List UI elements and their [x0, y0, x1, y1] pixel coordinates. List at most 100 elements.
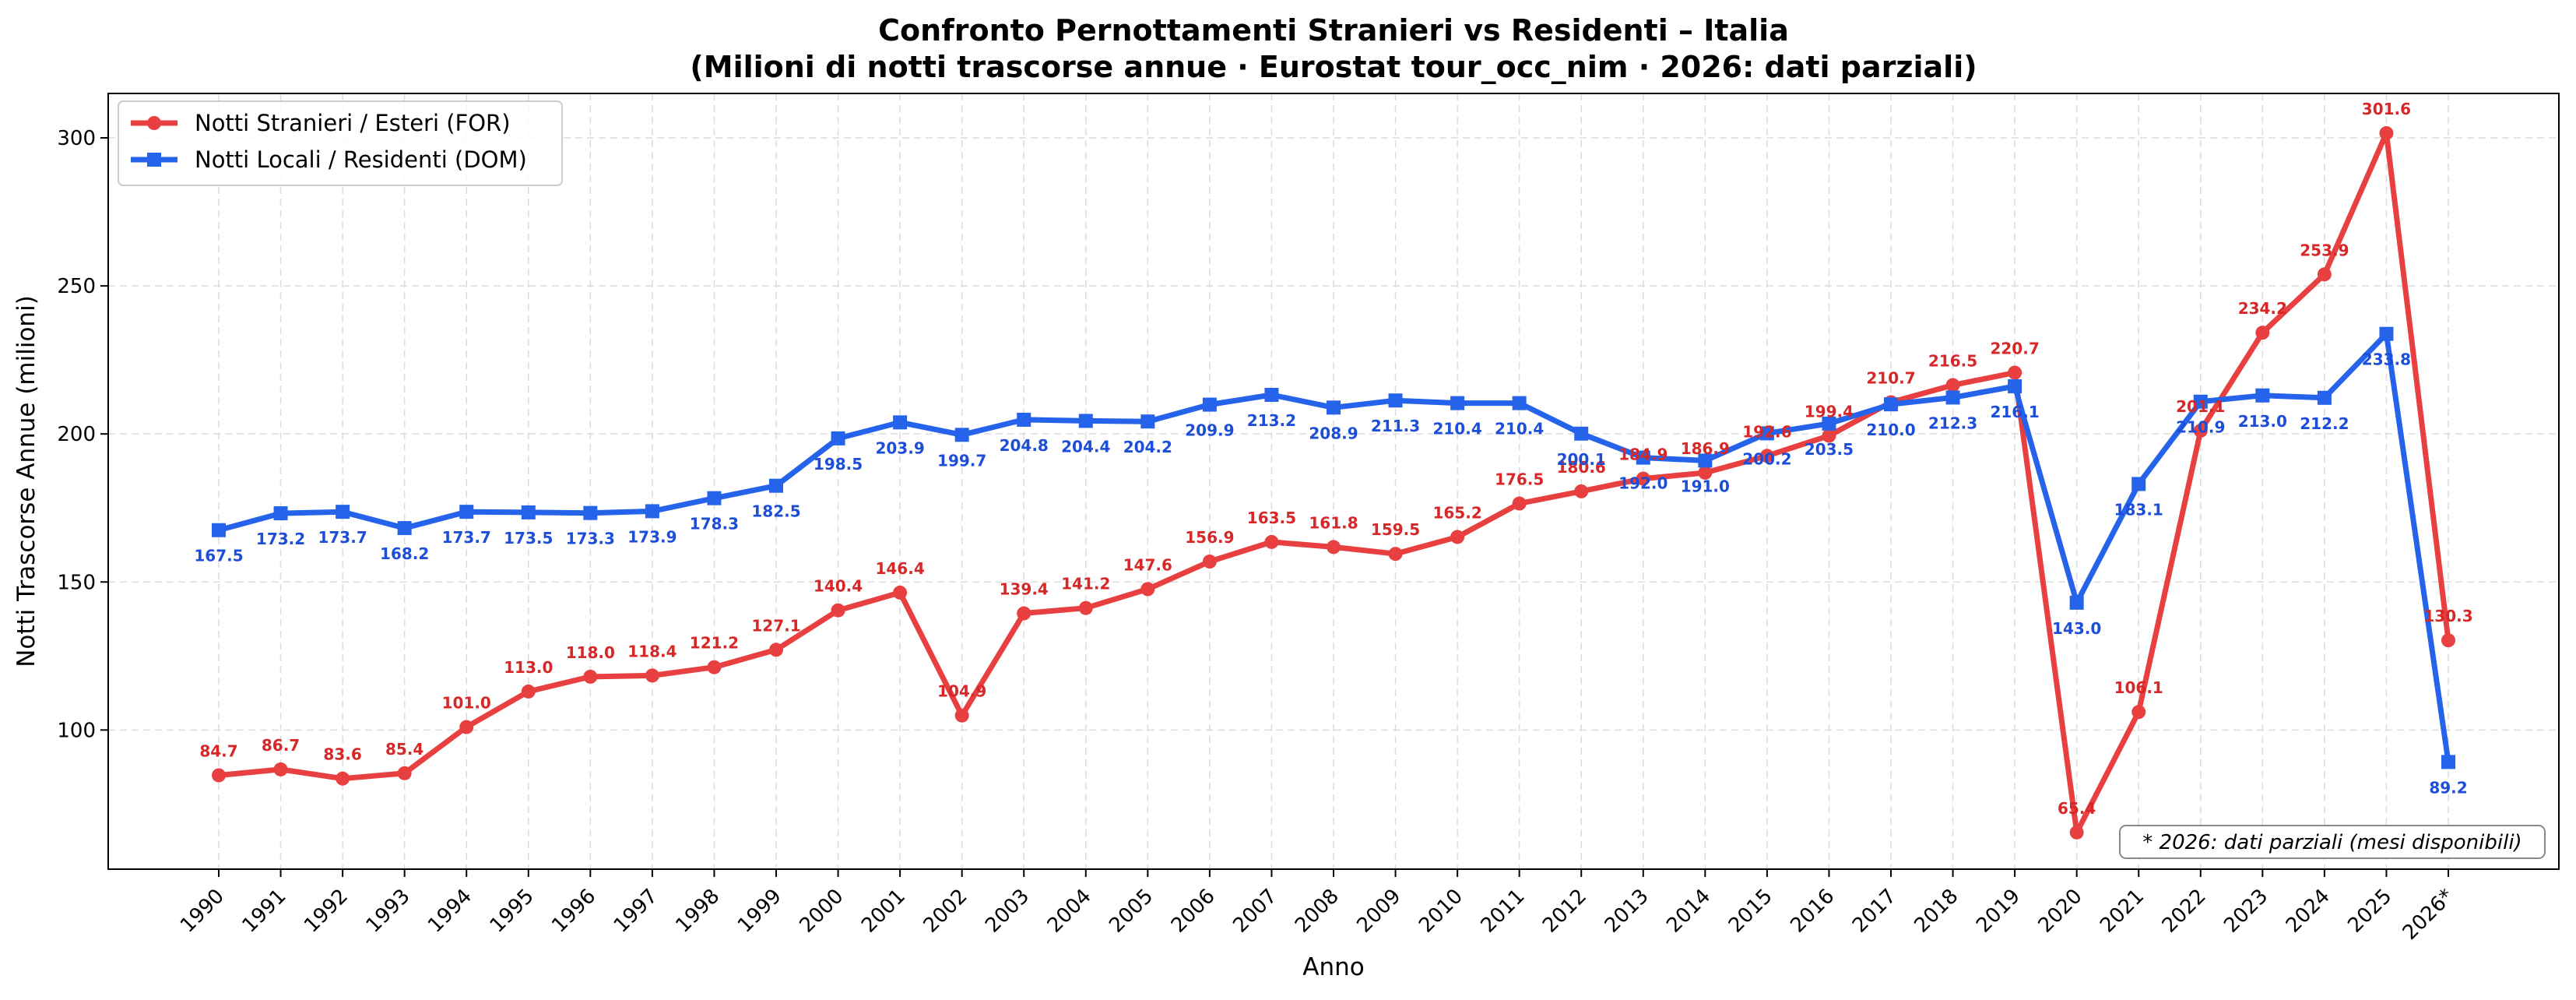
x-tick-label: 2003 [981, 885, 1034, 938]
y-tick-label: 250 [57, 275, 96, 298]
data-label-dom: 210.9 [2176, 418, 2225, 437]
data-point-for [1264, 534, 1279, 549]
legend-marker-dom [147, 153, 161, 167]
data-label-dom: 211.3 [1371, 417, 1420, 435]
data-label-dom: 216.1 [1990, 403, 2039, 421]
data-label-for: 156.9 [1185, 528, 1234, 547]
x-tick-label: 2006 [1167, 885, 1220, 938]
partial-data-note: * 2026: dati parziali (mesi disponibili) [2119, 825, 2546, 859]
data-label-for: 147.6 [1123, 555, 1172, 574]
x-tick-label: 2024 [2282, 885, 2335, 938]
data-point-for [893, 585, 908, 600]
data-label-for: 199.4 [1805, 402, 1854, 421]
data-point-dom [397, 521, 412, 536]
data-label-dom: 199.7 [937, 451, 986, 470]
data-label-for: 176.5 [1495, 470, 1544, 489]
x-tick-label: 1990 [176, 885, 229, 938]
x-tick-label: 2016 [1786, 885, 1839, 938]
data-label-dom: 173.5 [504, 529, 553, 548]
data-label-for: 121.2 [690, 634, 739, 653]
data-point-for [2317, 267, 2332, 282]
data-label-for: 165.2 [1432, 503, 1481, 522]
data-point-dom [1512, 396, 1527, 410]
note-box [2119, 825, 2546, 859]
x-tick-label: 1996 [547, 885, 600, 938]
data-point-dom [707, 491, 722, 505]
data-point-dom [2069, 595, 2084, 610]
data-point-for [521, 684, 536, 699]
data-label-for: 84.7 [199, 741, 237, 760]
data-label-dom: 191.0 [1681, 477, 1730, 495]
data-point-dom [2255, 388, 2270, 403]
data-point-dom [2441, 755, 2455, 769]
data-point-for [397, 766, 412, 780]
data-label-for: 159.5 [1371, 520, 1420, 539]
data-label-dom: 173.9 [627, 527, 677, 546]
data-label-dom: 167.5 [194, 547, 243, 565]
data-point-for [645, 668, 659, 683]
data-point-for [1512, 496, 1527, 511]
data-point-dom [2131, 477, 2146, 491]
series-layer [212, 125, 2455, 840]
data-point-dom [273, 506, 288, 521]
data-label-for: 234.2 [2238, 299, 2287, 318]
x-tick-label: 2021 [2096, 885, 2149, 938]
data-point-for [212, 768, 226, 783]
data-label-dom: 143.0 [2052, 619, 2101, 638]
data-point-for [459, 720, 474, 734]
data-label-for: 83.6 [323, 745, 361, 764]
data-label-dom: 173.7 [442, 528, 491, 547]
data-point-dom [1017, 412, 1031, 427]
data-point-dom [1636, 450, 1650, 465]
data-point-for [336, 771, 350, 786]
y-tick-label: 150 [57, 571, 96, 594]
data-label-dom: 192.0 [1618, 474, 1668, 493]
data-point-for [1388, 547, 1403, 562]
legend: Notti Stranieri / Esteri (FOR) Notti Loc… [118, 100, 563, 186]
data-label-for: 85.4 [385, 740, 423, 759]
x-tick-label: 1991 [238, 885, 291, 938]
data-point-dom [2193, 394, 2208, 409]
data-label-for: 106.1 [2114, 678, 2163, 697]
x-tick-label: 2000 [796, 885, 849, 938]
data-label-dom: 210.0 [1866, 421, 1915, 439]
data-label-dom: 183.1 [2114, 500, 2163, 519]
data-point-for [1202, 555, 1217, 569]
data-point-dom [831, 431, 845, 445]
data-label-for: 118.0 [566, 643, 615, 662]
x-tick-label: 2013 [1601, 885, 1653, 938]
x-tick-label: 2025 [2343, 885, 2396, 938]
x-tick-label: 1995 [486, 885, 539, 938]
y-tick-label: 200 [57, 423, 96, 446]
data-label-dom: 203.5 [1805, 440, 1854, 459]
data-point-for [1698, 465, 1713, 480]
data-point-for [1017, 606, 1031, 621]
data-label-for: 184.9 [1618, 445, 1668, 464]
x-tick-label: 2007 [1228, 885, 1281, 938]
x-axis-label: Anno [1302, 953, 1364, 981]
chart-subtitle: (Milioni di notti trascorse annue · Euro… [690, 50, 1977, 84]
data-point-for [1759, 449, 1774, 463]
data-point-for [1078, 600, 1093, 615]
data-point-for [273, 762, 288, 776]
note-text: * 2026: dati parziali (mesi disponibili) [2142, 831, 2522, 854]
data-point-dom [1140, 414, 1155, 429]
data-label-for: 104.9 [937, 682, 986, 701]
data-point-for [2441, 633, 2455, 648]
data-point-for [954, 708, 969, 723]
data-point-dom [1884, 397, 1898, 412]
data-point-for [2255, 326, 2270, 340]
x-tick-label: 1997 [610, 885, 662, 938]
data-point-dom [1574, 426, 1589, 441]
data-point-dom [2008, 379, 2022, 393]
data-label-dom: 182.5 [751, 502, 800, 521]
data-label-dom: 204.8 [1000, 436, 1049, 455]
data-label-dom: 213.0 [2238, 412, 2287, 431]
data-point-for [1327, 540, 1341, 555]
data-label-for: 253.9 [2300, 241, 2349, 259]
data-point-dom [212, 523, 226, 537]
data-point-dom [1264, 387, 1279, 402]
data-point-for [1140, 582, 1155, 597]
